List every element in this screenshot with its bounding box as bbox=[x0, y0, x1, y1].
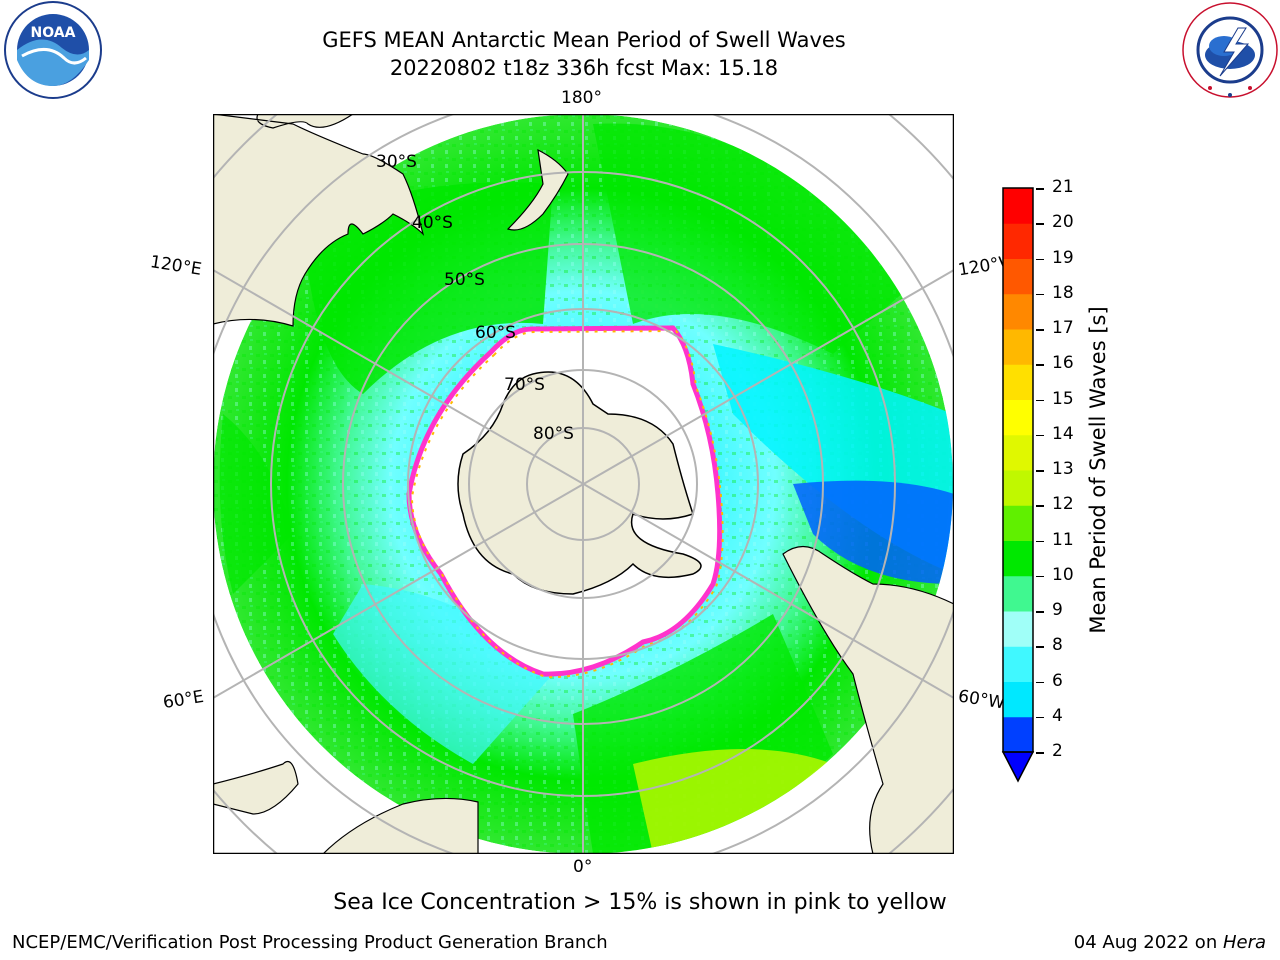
lon-label-180: 180° bbox=[561, 88, 602, 108]
colorbar-band bbox=[1003, 223, 1033, 259]
date-text: 04 Aug 2022 on bbox=[1073, 932, 1223, 953]
noaa-logo: NOAA bbox=[2, 0, 104, 100]
colorbar-band bbox=[1003, 399, 1033, 436]
colorbar-band bbox=[1003, 434, 1033, 471]
lat-label-50s: 50°S bbox=[444, 270, 485, 290]
chart-subtitle: 20220802 t18z 336h fcst Max: 15.18 bbox=[389, 56, 779, 80]
lat-label-70s: 70°S bbox=[504, 375, 545, 395]
colorbar-tick-mark bbox=[1036, 258, 1044, 260]
colorbar-tick-mark bbox=[1036, 540, 1044, 542]
colorbar-band bbox=[1003, 646, 1033, 682]
antarctica-land bbox=[457, 371, 702, 595]
colorbar-tick-mark bbox=[1036, 505, 1044, 507]
sea-ice-note: Sea Ice Concentration > 15% is shown in … bbox=[333, 890, 947, 915]
lon-label-0: 0° bbox=[573, 857, 593, 877]
colorbar-band bbox=[1003, 716, 1033, 753]
colorbar-tick-mark bbox=[1036, 293, 1044, 296]
colorbar-title: Mean Period of Swell Waves [s] bbox=[1086, 306, 1110, 634]
colorbar-band bbox=[1003, 329, 1033, 365]
colorbar-tick-label: 6 bbox=[1052, 670, 1063, 691]
colorbar-tick-label: 17 bbox=[1052, 318, 1074, 338]
colorbar-tick-label: 9 bbox=[1052, 600, 1063, 620]
colorbar-tick-label: 13 bbox=[1052, 459, 1074, 479]
colorbar bbox=[1000, 185, 1036, 789]
colorbar-tick-mark bbox=[1036, 611, 1044, 613]
chart-title: GEFS MEAN Antarctic Mean Period of Swell… bbox=[322, 28, 846, 52]
lat-label-80s: 80°S bbox=[533, 424, 574, 444]
colorbar-tick-label: 18 bbox=[1052, 282, 1074, 303]
date-machine: 04 Aug 2022 on Hera bbox=[1074, 932, 1266, 953]
credit-text: NCEP/EMC/Verification Post Processing Pr… bbox=[12, 932, 608, 953]
colorbar-tick-mark bbox=[1036, 470, 1044, 472]
colorbar-band bbox=[1003, 364, 1033, 400]
colorbar-band bbox=[1003, 611, 1033, 647]
colorbar-band bbox=[1003, 505, 1033, 541]
lon-label-60w: 60°W bbox=[956, 686, 1007, 714]
colorbar-tick-mark bbox=[1036, 752, 1044, 754]
colorbar-band bbox=[1003, 258, 1033, 295]
colorbar-tick-mark bbox=[1036, 188, 1044, 190]
colorbar-band bbox=[1003, 575, 1033, 612]
colorbar-tick-mark bbox=[1036, 681, 1044, 683]
lat-label-40s: 40°S bbox=[412, 213, 453, 233]
colorbar-tick-label: 10 bbox=[1052, 564, 1074, 585]
machine-name: Hera bbox=[1222, 932, 1266, 953]
colorbar-tick-mark bbox=[1036, 223, 1044, 225]
colorbar-tick-mark bbox=[1036, 434, 1044, 437]
colorbar-band bbox=[1003, 540, 1033, 577]
lon-label-60e: 60°E bbox=[161, 686, 206, 714]
colorbar-tick-mark bbox=[1036, 575, 1044, 578]
colorbar-tick-label: 20 bbox=[1052, 212, 1074, 233]
colorbar-tick-mark bbox=[1036, 716, 1044, 719]
colorbar-under-triangle bbox=[1001, 751, 1035, 783]
colorbar-tick-label: 4 bbox=[1052, 705, 1063, 726]
colorbar-tick-label: 8 bbox=[1052, 635, 1063, 656]
colorbar-tick-mark bbox=[1036, 646, 1044, 648]
colorbar-band bbox=[1003, 681, 1033, 718]
lat-label-30s: 30°S bbox=[376, 152, 417, 172]
colorbar-tick-label: 12 bbox=[1052, 494, 1074, 515]
colorbar-tick-label: 19 bbox=[1052, 247, 1074, 268]
colorbar-band bbox=[1003, 470, 1033, 506]
colorbar-tick-label: 21 bbox=[1052, 177, 1074, 197]
colorbar-tick-label: 16 bbox=[1052, 353, 1074, 374]
colorbar-tick-label: 15 bbox=[1052, 388, 1074, 409]
lat-label-60s: 60°S bbox=[475, 323, 516, 343]
polar-stereographic-map bbox=[102, 3, 1064, 960]
colorbar-tick-mark bbox=[1036, 364, 1044, 366]
lon-label-120e: 120°E bbox=[148, 252, 203, 280]
colorbar-tick-label: 2 bbox=[1052, 741, 1063, 761]
noaa-text: NOAA bbox=[31, 25, 76, 41]
colorbar-tick-mark bbox=[1036, 399, 1044, 401]
colorbar-band bbox=[1003, 188, 1033, 224]
colorbar-tick-label: 11 bbox=[1052, 529, 1074, 550]
nws-logo bbox=[1180, 0, 1280, 100]
colorbar-tick-mark bbox=[1036, 329, 1044, 331]
colorbar-tick-label: 14 bbox=[1052, 423, 1074, 444]
colorbar-band bbox=[1003, 293, 1033, 330]
